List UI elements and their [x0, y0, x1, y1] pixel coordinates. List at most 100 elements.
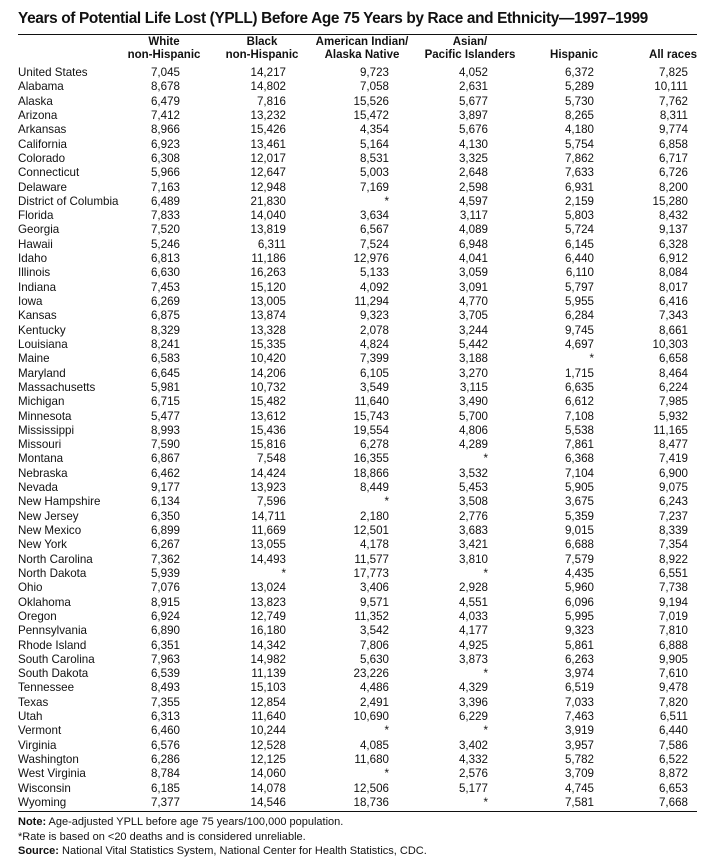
cell-hispanic: 7,463 — [564, 710, 594, 724]
cell-american-indian: * — [384, 767, 389, 781]
cell-black: 11,669 — [251, 524, 286, 537]
header-line: White — [148, 36, 180, 48]
cell-asian: 5,700 — [458, 409, 488, 423]
source-label: Source: — [18, 845, 59, 858]
table-row: Tennessee 8,493 15,103 4,486 4,329 6,519 9,478 — [0, 681, 701, 695]
cell-american-indian: 2,491 — [359, 695, 389, 709]
cell-hispanic: 7,108 — [564, 409, 594, 423]
cell-hispanic: 6,372 — [564, 66, 594, 79]
cell-all-races: 9,478 — [658, 681, 688, 695]
cell-hispanic: 9,745 — [564, 323, 594, 337]
cell-all-races: 5,932 — [658, 409, 688, 423]
header-line: Asian/ — [452, 36, 488, 48]
cell-white: 6,539 — [150, 667, 180, 681]
row-label: Tennessee — [18, 681, 75, 695]
row-label: Rhode Island — [18, 638, 87, 652]
row-label: Texas — [18, 695, 49, 709]
row-label: West Virginia — [18, 767, 86, 781]
cell-all-races: 6,888 — [658, 638, 688, 652]
cell-all-races: 6,717 — [658, 151, 688, 165]
table-row: Vermont 6,460 10,244 * * 3,919 6,440 — [0, 724, 701, 738]
cell-hispanic: 6,635 — [564, 380, 594, 394]
cell-american-indian: 4,092 — [359, 280, 389, 294]
header-line — [550, 36, 598, 49]
cell-asian: * — [483, 795, 488, 809]
cell-asian: 4,130 — [458, 137, 488, 151]
cell-all-races: 6,522 — [658, 753, 688, 766]
cell-all-races: 6,912 — [658, 252, 688, 266]
cell-american-indian: 3,406 — [359, 581, 389, 595]
table-row: Wisconsin 6,185 14,078 12,506 5,177 4,745 6,65… — [0, 782, 701, 796]
cell-american-indian: 16,355 — [353, 452, 389, 466]
cell-american-indian: 5,630 — [359, 652, 389, 666]
header-all-races: All races — [649, 36, 697, 62]
row-label: Idaho — [18, 252, 48, 266]
cell-white: 6,134 — [150, 495, 180, 509]
cell-american-indian: 11,577 — [354, 552, 389, 566]
cell-american-indian: 6,105 — [359, 366, 389, 380]
cell-hispanic: 5,730 — [564, 94, 594, 108]
row-label: Massachusetts — [18, 380, 96, 394]
header-line: All races — [649, 49, 697, 61]
table-row: Wyoming 7,377 14,546 18,736 * 7,581 7,668 — [0, 796, 701, 810]
cell-white: 8,241 — [150, 337, 180, 351]
table-row: Colorado 6,308 12,017 8,531 3,325 7,862 6,717 — [0, 152, 701, 166]
cell-hispanic: 7,033 — [564, 695, 594, 709]
cell-asian: 5,676 — [458, 123, 488, 137]
cell-white: 5,246 — [150, 237, 180, 251]
table-row: Louisiana 8,241 15,335 4,824 5,442 4,697 10,30… — [0, 338, 701, 352]
cell-hispanic: 5,803 — [564, 209, 594, 223]
cell-all-races: 8,661 — [658, 323, 688, 337]
row-label: Alaska — [18, 94, 53, 108]
cell-black: 10,244 — [250, 724, 286, 738]
cell-asian: 4,052 — [458, 66, 488, 79]
cell-black: 13,328 — [250, 323, 286, 337]
cell-asian: * — [483, 724, 488, 738]
row-label: Kentucky — [18, 323, 66, 337]
cell-american-indian: 19,554 — [353, 423, 389, 437]
cell-hispanic: 8,265 — [564, 108, 594, 122]
cell-all-races: 9,194 — [658, 595, 688, 609]
cell-asian: 3,683 — [458, 524, 488, 537]
table-row: Montana 6,867 7,548 16,355 * 6,368 7,419 — [0, 452, 701, 466]
cell-all-races: 6,858 — [658, 137, 688, 151]
cell-black: 13,461 — [250, 137, 286, 151]
header-line: Pacific Islanders — [424, 49, 516, 61]
cell-american-indian: 12,976 — [353, 252, 389, 266]
header-line: Alaska Native — [324, 49, 400, 61]
row-label: Illinois — [18, 266, 51, 280]
header-line: American Indian/ — [315, 36, 409, 48]
cell-all-races: 9,905 — [658, 652, 688, 666]
cell-black: 12,125 — [250, 753, 286, 766]
cell-asian: 3,244 — [458, 323, 488, 337]
cell-asian: * — [483, 452, 488, 466]
cell-hispanic: 4,745 — [564, 781, 594, 795]
row-label: New Jersey — [18, 509, 79, 523]
cell-hispanic: 6,612 — [564, 395, 594, 409]
cell-white: 7,833 — [150, 209, 180, 223]
cell-american-indian: 3,549 — [359, 380, 389, 394]
table-row: Iowa 6,269 13,005 11,294 4,770 5,955 6,416 — [0, 295, 701, 309]
cell-all-races: 8,464 — [658, 366, 688, 380]
source-line: Source: National Vital Statistics System… — [18, 844, 427, 859]
cell-asian: 4,806 — [458, 423, 488, 437]
cell-asian: 4,329 — [458, 681, 488, 695]
cell-black: 15,120 — [250, 280, 286, 294]
cell-white: 6,286 — [150, 753, 180, 766]
table-row: Oklahoma 8,915 13,823 9,571 4,551 6,096 9,194 — [0, 596, 701, 610]
cell-american-indian: 3,634 — [359, 209, 389, 223]
cell-all-races: 6,900 — [658, 466, 688, 480]
cell-asian: 4,177 — [458, 624, 488, 638]
cell-american-indian: 2,078 — [359, 323, 389, 337]
cell-asian: 3,490 — [458, 395, 488, 409]
cell-asian: 4,770 — [458, 295, 488, 308]
table-row: Kentucky 8,329 13,328 2,078 3,244 9,745 8,661 — [0, 324, 701, 338]
cell-all-races: 6,243 — [658, 495, 688, 509]
row-label: Kansas — [18, 309, 57, 323]
top-rule — [18, 34, 697, 35]
cell-all-races: 8,339 — [658, 524, 688, 537]
cell-black: 14,802 — [250, 80, 286, 94]
cell-all-races: 6,551 — [658, 566, 688, 580]
table-body: United States 7,045 14,217 9,723 4,052 6,372 7… — [0, 66, 701, 810]
header-line: non-Hispanic — [127, 49, 201, 61]
